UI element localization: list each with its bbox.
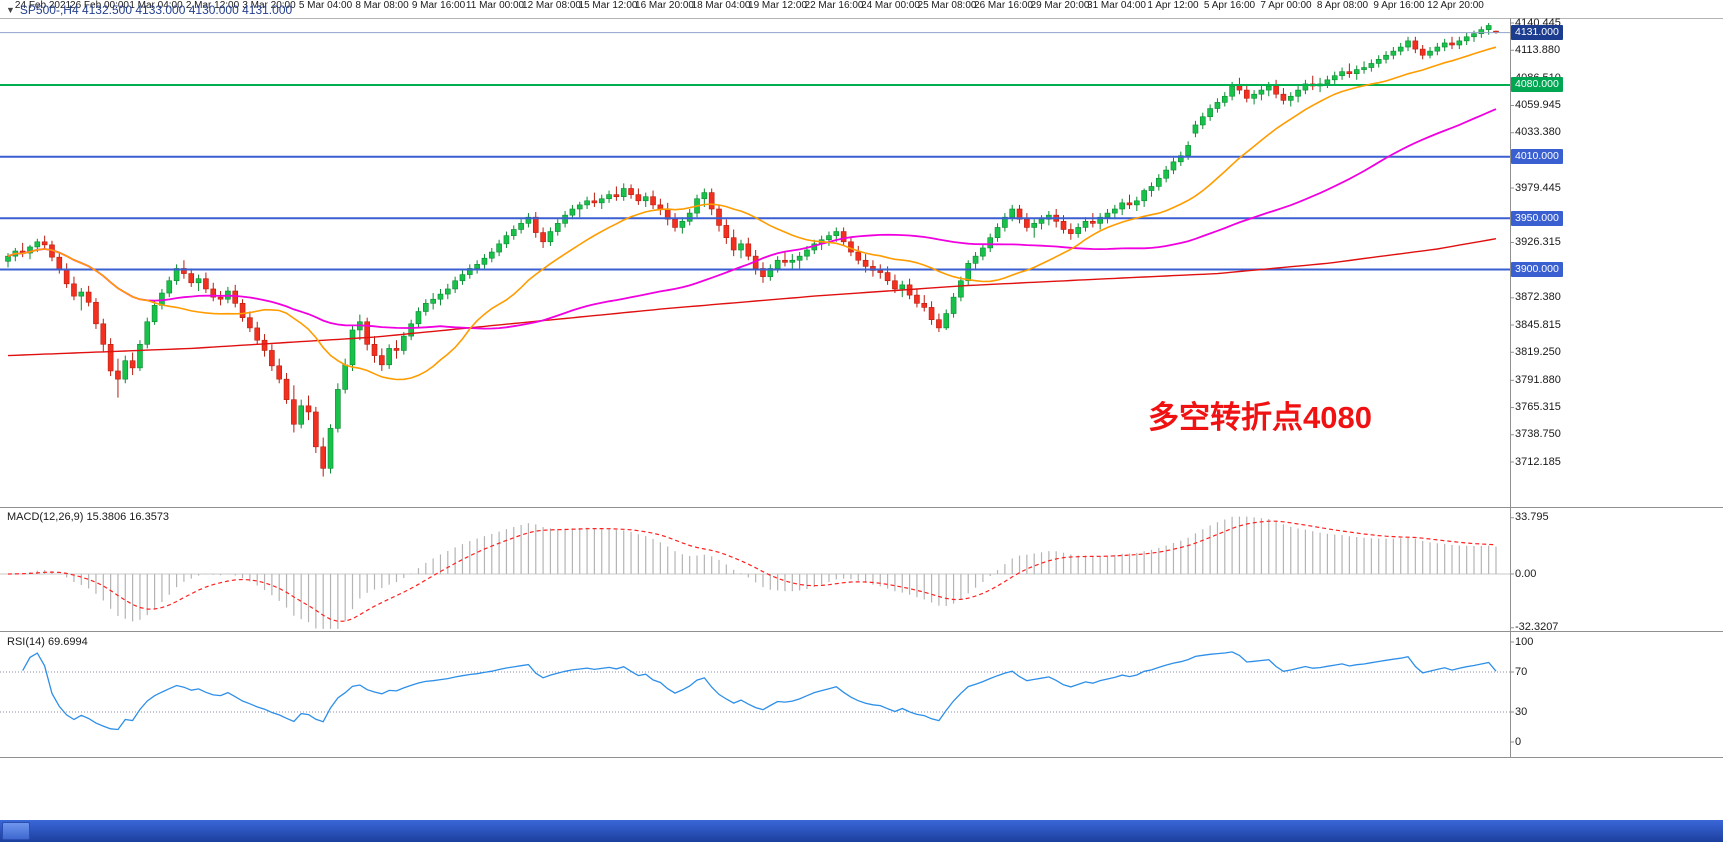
taskbar[interactable] xyxy=(0,820,1723,842)
chart-canvas[interactable] xyxy=(0,0,1723,820)
symbol-ohlc-text: SP500-,H4 4132.500 4133.000 4130.000 413… xyxy=(19,3,293,17)
rsi-indicator-label: RSI(14) 69.6994 xyxy=(7,636,88,648)
taskbar-start-button[interactable] xyxy=(2,822,30,840)
chart-symbol-ohlc: ▼ SP500-,H4 4132.500 4133.000 4130.000 41… xyxy=(6,3,292,17)
chart-annotation-text: 多空转折点4080 xyxy=(1148,400,1372,435)
symbol-dropdown-icon[interactable]: ▼ xyxy=(6,5,15,15)
macd-indicator-label: MACD(12,26,9) 15.3806 16.3573 xyxy=(7,511,170,523)
